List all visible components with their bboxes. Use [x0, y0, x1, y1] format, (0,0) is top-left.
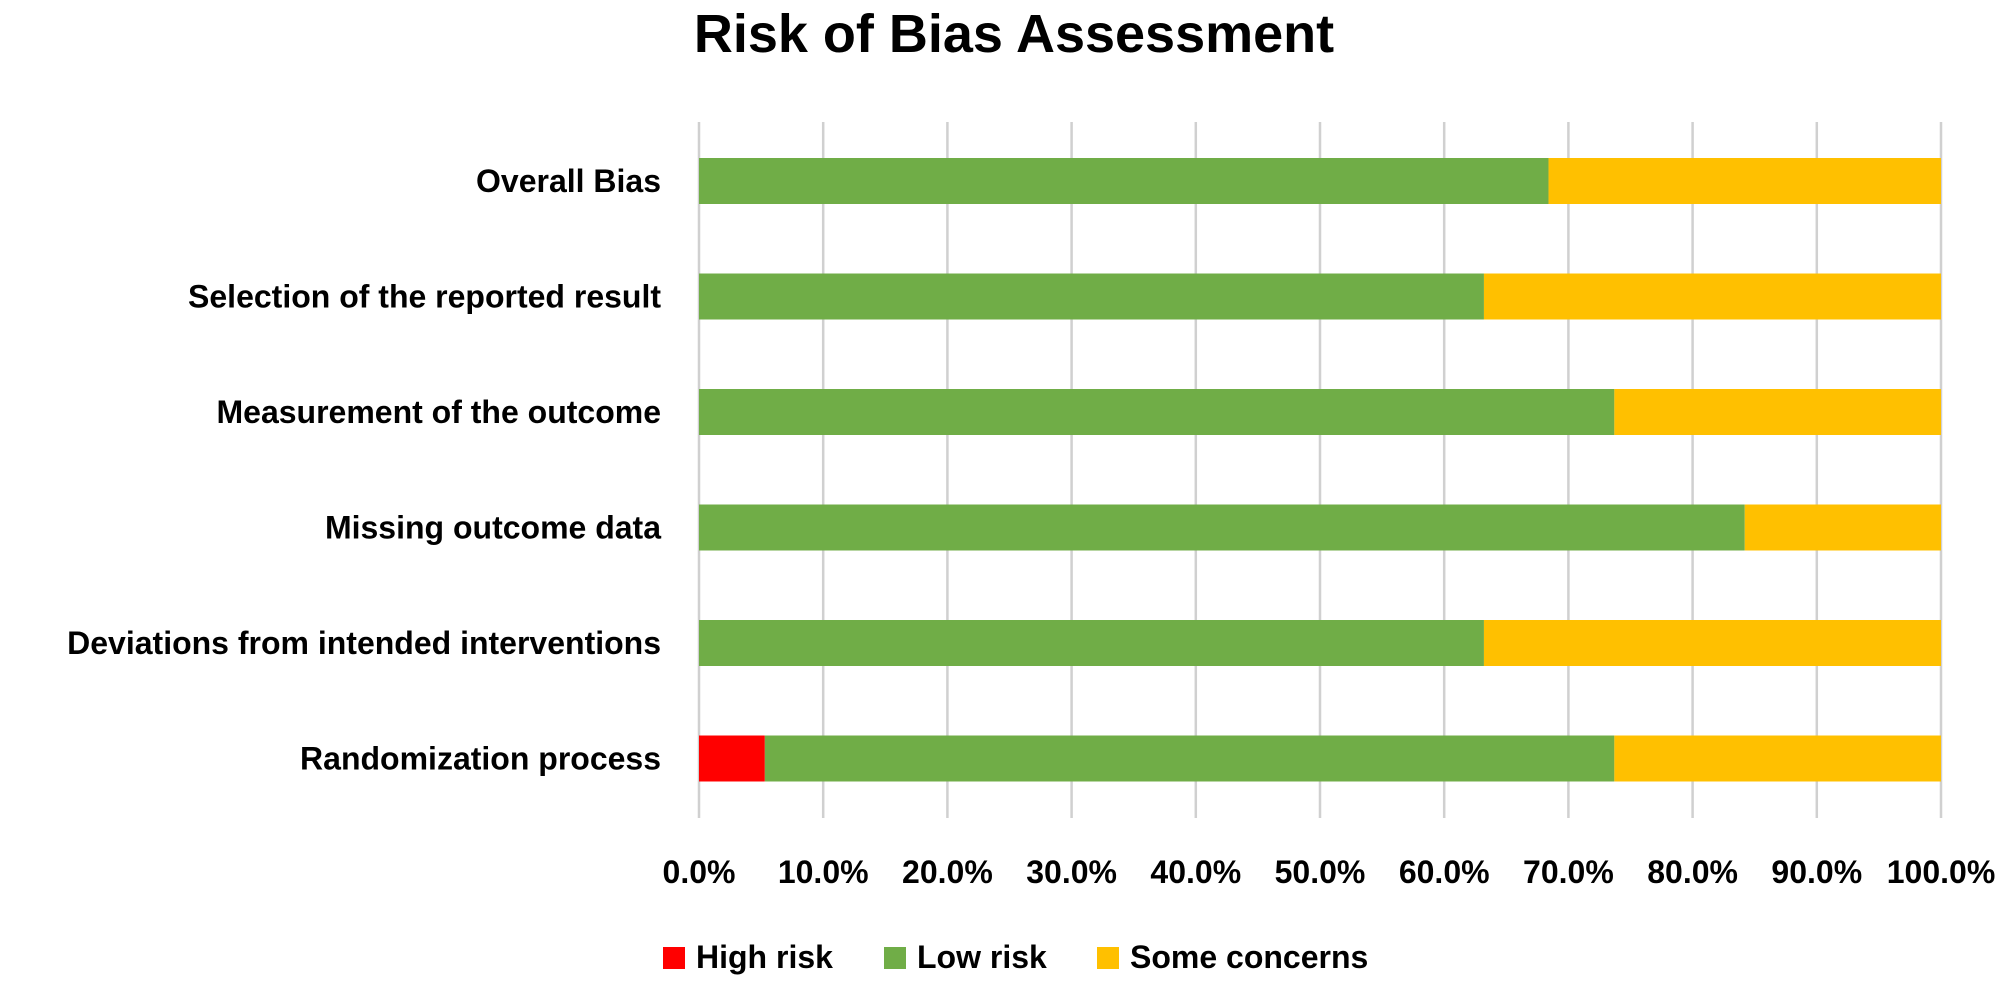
bar-segment [1614, 735, 1941, 782]
x-tick-label: 80.0% [1647, 854, 1738, 890]
category-label: Deviations from intended interventions [67, 625, 661, 661]
x-tick-label: 90.0% [1771, 854, 1862, 890]
legend-swatch [1097, 947, 1119, 969]
x-tick-label: 60.0% [1399, 854, 1490, 890]
legend-swatch [663, 947, 685, 969]
category-label: Overall Bias [476, 163, 661, 199]
x-tick-label: 100.0% [1887, 854, 1996, 890]
bar-segment [699, 620, 1484, 666]
bar-segment [1614, 389, 1941, 435]
bar-segment [699, 504, 1745, 551]
bar-segment [1548, 158, 1941, 204]
x-tick-labels: 0.0% 10.0% 20.0% 30.0% 40.0% 50.0% 60.0% 70.0% 8… [663, 854, 1996, 890]
bar-segment [1483, 620, 1941, 666]
x-tick-label: 50.0% [1275, 854, 1366, 890]
category-label: Missing outcome data [325, 510, 661, 546]
category-label: Measurement of the outcome [216, 394, 661, 430]
bar-segment [764, 735, 1615, 782]
bar-segment [699, 735, 765, 782]
category-label: Randomization process [300, 741, 661, 777]
legend-label: Low risk [917, 939, 1047, 975]
gridlines [697, 122, 1943, 818]
x-tick-label: 30.0% [1026, 854, 1117, 890]
bar-segment [699, 389, 1615, 435]
legend: High risk Low risk Some concerns [663, 939, 1368, 975]
x-tick-label: 20.0% [902, 854, 993, 890]
bar-segment [1744, 504, 1941, 551]
legend-label: High risk [696, 939, 833, 975]
chart-title: Risk of Bias Assessment [694, 4, 1334, 64]
x-tick-label: 40.0% [1150, 854, 1241, 890]
x-tick-label: 10.0% [778, 854, 869, 890]
bars [699, 158, 1941, 782]
x-tick-label: 0.0% [663, 854, 736, 890]
category-label: Selection of the reported result [188, 279, 661, 315]
category-labels: Overall Bias Selection of the reported re… [67, 163, 661, 777]
bar-segment [699, 158, 1549, 204]
legend-label: Some concerns [1130, 939, 1368, 975]
bar-segment [1483, 273, 1941, 320]
x-tick-label: 70.0% [1523, 854, 1614, 890]
legend-swatch [884, 947, 906, 969]
bar-segment [699, 273, 1484, 320]
